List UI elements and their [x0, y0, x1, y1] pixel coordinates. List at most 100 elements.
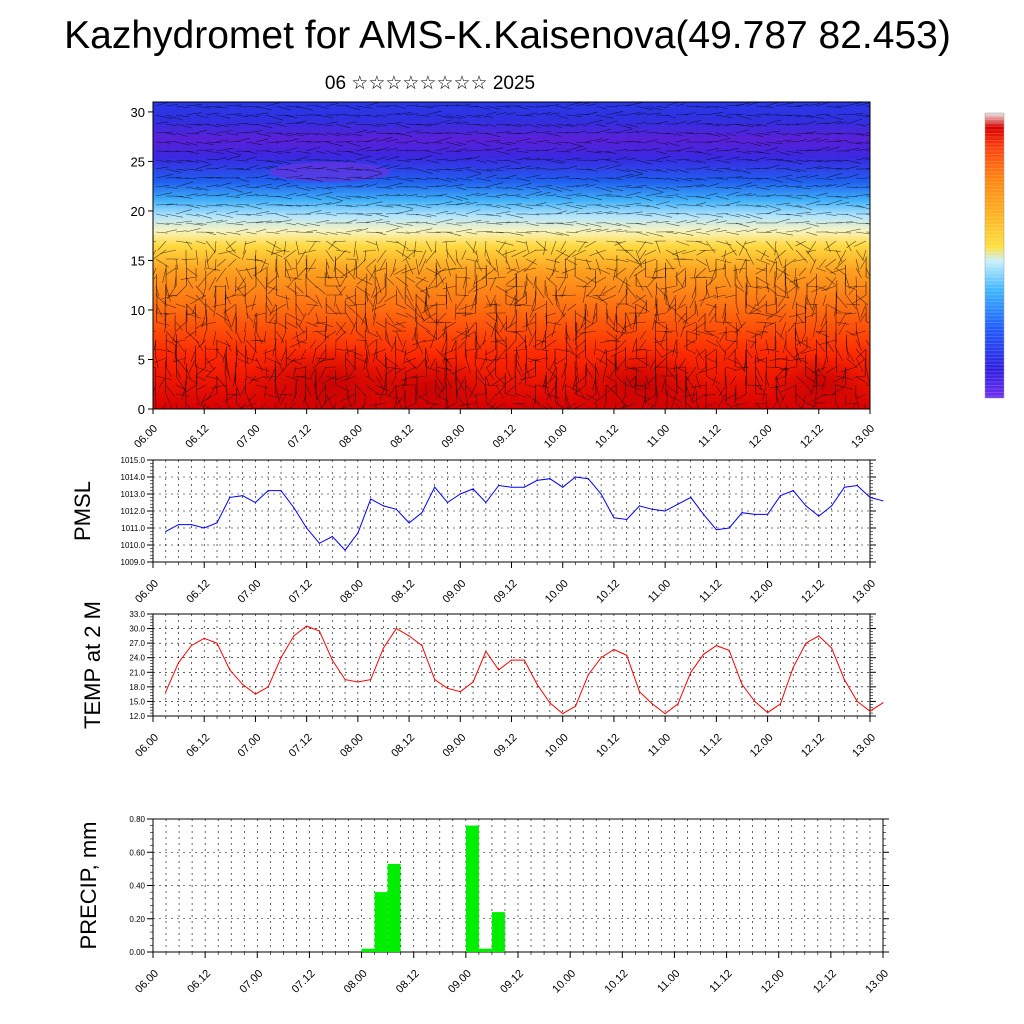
- temp-panel: 12.0 15.0 18.0 21.0 24.0 27.0 30.0 33.0 06.00 06.…: [80, 601, 884, 760]
- pmsl-point: [882, 500, 884, 502]
- pmsl-point: [651, 508, 653, 510]
- pmsl-point: [703, 513, 705, 516]
- temp-2m-point: [178, 662, 180, 664]
- pmsl-point: [357, 532, 359, 534]
- temp-2m-point: [536, 683, 538, 686]
- temp-2m-point: [472, 681, 474, 683]
- temp-2m-point: [165, 691, 167, 693]
- pmsl-point: [741, 512, 743, 514]
- pmsl-point: [216, 522, 218, 524]
- x-tick-label: 09.12: [492, 732, 520, 760]
- y-tick-label: 0: [138, 402, 145, 417]
- pmsl-point: [510, 486, 513, 488]
- temp-2m-point: [638, 691, 641, 693]
- pmsl-panel: 1009.0 1010.0 1011.0 1012.0 1013.0 1014.0 1015…: [70, 456, 884, 606]
- temp-2m-point: [203, 637, 205, 639]
- temp-2m-point: [805, 642, 807, 644]
- x-tick-label: 08.00: [337, 423, 365, 451]
- temp-2m-point: [331, 659, 333, 661]
- temp-2m-point: [216, 642, 218, 644]
- pmsl-point: [344, 549, 346, 551]
- precip-bar: [478, 948, 492, 952]
- y-tick-label: 21.0: [129, 668, 145, 677]
- pmsl-point: [792, 490, 794, 492]
- pmsl-point: [434, 486, 436, 488]
- y-tick-label: 20: [131, 204, 145, 219]
- y-tick-label: 1015.0: [121, 456, 146, 465]
- y-tick-label: 5: [138, 352, 145, 367]
- x-tick-label: 07.00: [237, 968, 265, 996]
- temp-2m-point: [779, 703, 782, 705]
- precip-bar: [361, 948, 375, 952]
- pmsl-point: [856, 484, 858, 487]
- temp-2m-point: [318, 630, 320, 632]
- x-tick-label: 12.00: [748, 578, 776, 606]
- y-tick-label: 0.40: [129, 882, 145, 891]
- temp-2m-point: [446, 687, 449, 689]
- y-tick-label: 25: [131, 154, 145, 169]
- x-tick-label: 06.12: [184, 578, 212, 606]
- pmsl-point: [523, 486, 525, 488]
- x-tick-label: 07.00: [236, 732, 264, 760]
- x-tick-label: 07.12: [286, 423, 314, 451]
- x-tick-label: 11.00: [646, 578, 673, 605]
- y-tick-label: 1011.0: [121, 524, 145, 533]
- pmsl-point: [446, 501, 449, 504]
- temp-2m-point: [242, 683, 244, 686]
- pmsl-point: [677, 503, 679, 505]
- x-tick-label: 10.00: [543, 732, 571, 760]
- temp-2m-point: [754, 700, 756, 703]
- x-tick-label: 13.00: [849, 423, 877, 451]
- pmsl-point: [715, 529, 718, 531]
- y-tick-label: 1013.0: [121, 490, 146, 499]
- temp-2m-point: [869, 710, 871, 712]
- pmsl-point: [843, 486, 846, 488]
- temp-2m-point: [715, 645, 718, 647]
- temp-2m-point: [370, 679, 372, 681]
- x-tick-label: 10.00: [542, 423, 570, 451]
- x-tick-label: 09.12: [491, 423, 519, 451]
- temp-2m-point: [434, 679, 436, 681]
- y-tick-label: 1010.0: [121, 541, 146, 550]
- y-tick-label: 30: [131, 105, 145, 120]
- pmsl-point: [318, 542, 320, 544]
- x-tick-label: 09.00: [446, 968, 474, 996]
- temp-2m-point: [651, 703, 653, 705]
- x-tick-label: 08.12: [388, 423, 416, 451]
- x-tick-label: 11.12: [707, 968, 734, 995]
- x-tick-label: 06.12: [185, 968, 213, 996]
- pmsl-point: [664, 510, 666, 512]
- temp-2m-point: [562, 713, 564, 715]
- pmsl-point: [229, 496, 231, 498]
- chart-subtitle: 06 ☆☆☆☆☆☆☆☆ 2025: [324, 73, 536, 94]
- pmsl-point: [472, 488, 474, 490]
- y-tick-label: 0.20: [129, 915, 145, 924]
- x-tick-label: 06.00: [133, 732, 161, 760]
- pmsl-point: [587, 478, 589, 480]
- temp-2m-point: [267, 686, 269, 688]
- temp-2m-point: [498, 669, 500, 671]
- temp-2m-point: [293, 635, 295, 637]
- pmsl-point: [536, 479, 538, 481]
- pmsl-point: [549, 478, 551, 480]
- temp-2m-point: [485, 650, 487, 653]
- pmsl-point: [331, 535, 333, 538]
- pmsl-point: [562, 486, 564, 488]
- y-tick-label: 30.0: [129, 625, 145, 634]
- x-tick-label: 10.00: [550, 968, 578, 996]
- pmsl-point: [728, 527, 730, 529]
- x-tick-label: 06.12: [183, 423, 211, 451]
- y-tick-label: 0.60: [129, 848, 145, 857]
- x-tick-label: 11.00: [655, 968, 682, 995]
- temp-2m-point: [280, 657, 282, 659]
- x-tick-label: 06.00: [133, 578, 161, 606]
- y-tick-label: 24.0: [129, 654, 145, 663]
- x-tick-label: 08.00: [338, 732, 366, 760]
- pmsl-point: [498, 484, 500, 487]
- temp-2m-point: [421, 645, 423, 647]
- y-tick-label: 27.0: [129, 639, 145, 648]
- y-tick-label: 1009.0: [121, 558, 146, 567]
- y-tick-label: 18.0: [129, 683, 145, 692]
- x-tick-label: 11.00: [646, 732, 673, 759]
